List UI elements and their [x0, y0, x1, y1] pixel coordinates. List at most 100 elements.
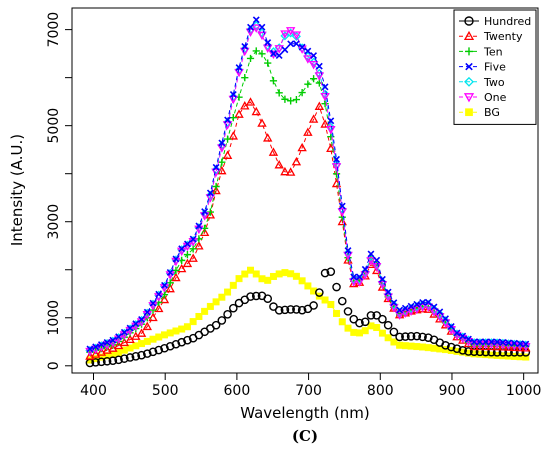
data-point — [333, 309, 341, 317]
data-point — [154, 345, 164, 355]
data-point — [326, 143, 336, 153]
data-point — [201, 208, 209, 215]
data-point — [132, 320, 140, 328]
data-point — [143, 308, 151, 316]
data-point — [281, 46, 289, 54]
data-point — [292, 95, 300, 104]
data-point — [303, 55, 313, 64]
x-tick-label: 800 — [367, 383, 394, 399]
legend-marker — [465, 108, 473, 117]
data-point — [166, 279, 174, 287]
data-point — [344, 324, 352, 332]
data-point — [418, 332, 427, 342]
data-point — [298, 277, 306, 285]
data-point — [251, 24, 261, 33]
data-point — [349, 274, 359, 284]
data-point — [263, 44, 273, 53]
data-point — [218, 158, 226, 166]
data-point — [355, 318, 364, 328]
data-point — [246, 292, 255, 301]
data-point — [212, 298, 220, 306]
data-point — [263, 133, 273, 142]
data-point — [401, 304, 409, 312]
x-tick-label: 700 — [295, 383, 322, 399]
data-point — [315, 62, 323, 70]
data-point — [241, 74, 249, 82]
data-point — [390, 299, 398, 307]
data-point — [361, 327, 369, 335]
data-point — [331, 178, 342, 188]
data-point — [189, 318, 197, 326]
legend-label: One — [484, 91, 507, 104]
data-point — [459, 332, 467, 340]
legend-marker — [464, 16, 474, 26]
y-axis-title: Intensity (A.U.) — [8, 134, 26, 246]
data-point — [148, 312, 158, 322]
data-point — [436, 308, 444, 316]
data-point — [292, 272, 300, 280]
data-point — [327, 117, 335, 125]
data-point — [96, 347, 107, 356]
data-point — [453, 329, 461, 337]
y-tick-label: 0 — [46, 361, 62, 370]
data-point — [291, 156, 302, 166]
data-point — [223, 310, 232, 319]
data-point — [206, 302, 214, 310]
data-point — [149, 299, 157, 307]
data-point — [430, 303, 438, 311]
data-point — [383, 320, 393, 330]
data-point — [333, 155, 340, 163]
data-point — [406, 331, 416, 341]
data-point — [91, 358, 100, 367]
data-point — [389, 327, 399, 337]
data-point — [199, 212, 210, 221]
data-point — [356, 273, 363, 281]
data-point — [378, 275, 386, 283]
data-point — [423, 300, 433, 310]
data-point — [304, 80, 312, 88]
data-point — [326, 125, 336, 135]
data-point — [251, 106, 261, 116]
data-point — [493, 338, 501, 346]
legend-label: Hundred — [484, 15, 531, 28]
data-point — [320, 92, 330, 102]
data-point — [373, 256, 381, 264]
data-point — [429, 304, 439, 314]
x-tick-label: 1000 — [506, 383, 542, 399]
data-point — [177, 337, 186, 347]
data-point — [211, 165, 221, 175]
data-point — [280, 166, 290, 176]
data-point — [280, 30, 290, 39]
data-point — [274, 160, 284, 169]
data-point — [446, 342, 456, 352]
data-point — [366, 311, 376, 320]
y-axis: 0 1000 3000 5000 7000 — [46, 12, 72, 370]
legend-item: Hundred — [459, 15, 531, 28]
data-point — [308, 114, 319, 123]
data-point — [247, 266, 255, 274]
data-point — [103, 338, 111, 346]
data-point — [171, 339, 181, 349]
data-point — [314, 72, 325, 81]
data-point — [366, 257, 376, 266]
x-tick-label: 500 — [152, 383, 179, 399]
data-point — [263, 294, 273, 303]
data-point — [183, 240, 191, 248]
data-point — [274, 45, 284, 54]
data-point — [383, 293, 393, 302]
data-point — [97, 357, 106, 367]
data-point — [108, 356, 118, 366]
data-point — [297, 305, 307, 315]
data-point — [217, 165, 227, 175]
data-point — [304, 47, 312, 55]
data-point — [373, 324, 381, 332]
data-point — [228, 131, 239, 140]
x-tick-label: 400 — [80, 383, 107, 399]
data-point — [412, 331, 422, 341]
data-point — [114, 355, 123, 365]
data-point — [229, 303, 238, 313]
data-point — [201, 307, 209, 315]
data-point — [161, 281, 168, 289]
legend: Hundred Twenty Ten Five Two One BG — [453, 9, 537, 125]
data-point — [205, 194, 216, 203]
